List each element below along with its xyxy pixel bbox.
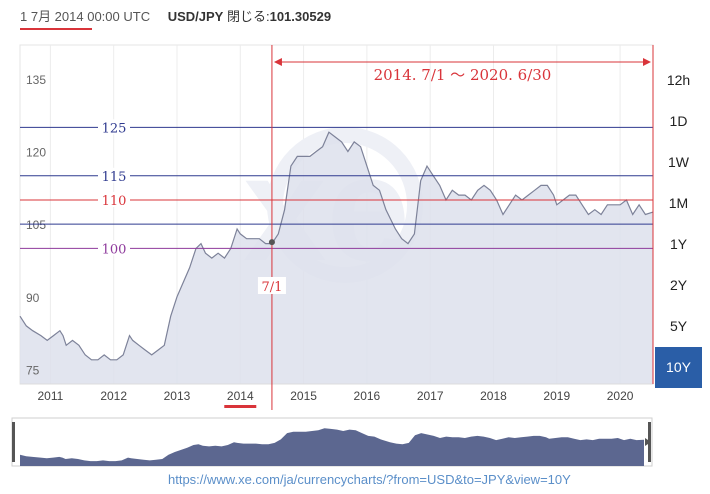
header-date: 1 7月 2014 00:00 UTC: [20, 9, 151, 24]
range-button-1d[interactable]: 1D: [655, 101, 702, 142]
y-tick-135: 135: [26, 73, 46, 87]
level-label-bg-115: [98, 167, 130, 183]
level-label-115: 115: [102, 170, 127, 185]
source-url[interactable]: https://www.xe.com/ja/currencycharts/?fr…: [168, 472, 571, 487]
range-button-1y[interactable]: 1Y: [655, 224, 702, 265]
range-button-1w[interactable]: 1W: [655, 142, 702, 183]
level-label-125: 125: [102, 121, 127, 136]
x-tick-2017: 2017: [417, 389, 444, 403]
x-tick-2012: 2012: [100, 389, 127, 403]
price-line: [19, 131, 654, 361]
level-label-bg-125: [98, 119, 130, 135]
x-tick-2016: 2016: [354, 389, 381, 403]
range-button-10y[interactable]: 10Y: [655, 347, 702, 388]
start-marker-label: 7/1: [261, 280, 282, 295]
date-underline: [20, 28, 92, 30]
period-arrow-left-head: [273, 58, 282, 66]
x-tick-2018: 2018: [480, 389, 507, 403]
range-button-5y[interactable]: 5Y: [655, 306, 702, 347]
navigator-right-arrow-icon[interactable]: [645, 438, 651, 446]
y-tick-120: 120: [26, 146, 46, 160]
y-tick-75: 75: [26, 363, 40, 377]
start-marker-dot: [268, 239, 275, 246]
range-button-2y[interactable]: 2Y: [655, 265, 702, 306]
x-tick-2020: 2020: [607, 389, 634, 403]
range-button-1m[interactable]: 1M: [655, 183, 702, 224]
level-label-110: 110: [102, 194, 127, 209]
navigator-left-handle[interactable]: [12, 422, 15, 462]
range-selector: 12h 1D 1W 1M 1Y 2Y 5Y 10Y: [655, 60, 702, 388]
price-area: [20, 132, 653, 384]
x-tick-2014: 2014: [227, 389, 254, 403]
x-tick-2019: 2019: [543, 389, 570, 403]
x-tick-2011: 2011: [37, 389, 63, 403]
x-tick-2015: 2015: [290, 389, 317, 403]
period-label: 2014. 7/1 ～ 2020. 6/30: [374, 66, 552, 84]
level-label-bg-110: [98, 191, 130, 207]
x-tick-2013: 2013: [164, 389, 191, 403]
level-label-bg-100: [98, 240, 130, 256]
highlight-year-underline: [224, 405, 257, 408]
y-tick-105: 105: [26, 218, 46, 232]
chart-header: 1 7月 2014 00:00 UTC USD/JPY 閉じる:101.3052…: [20, 6, 331, 28]
level-label-100: 100: [102, 242, 127, 257]
closing-value: 101.30529: [269, 9, 332, 24]
y-tick-90: 90: [26, 291, 40, 305]
navigator-area: [20, 428, 644, 466]
closing-label: 閉じる:: [226, 9, 270, 24]
range-button-12h[interactable]: 12h: [655, 60, 702, 101]
start-marker-label-bg: [257, 277, 286, 294]
currency-pair: USD/JPY: [167, 9, 224, 24]
closing-rate: 閉じる:101.30529: [227, 9, 331, 24]
period-arrow-right-head: [643, 58, 651, 66]
